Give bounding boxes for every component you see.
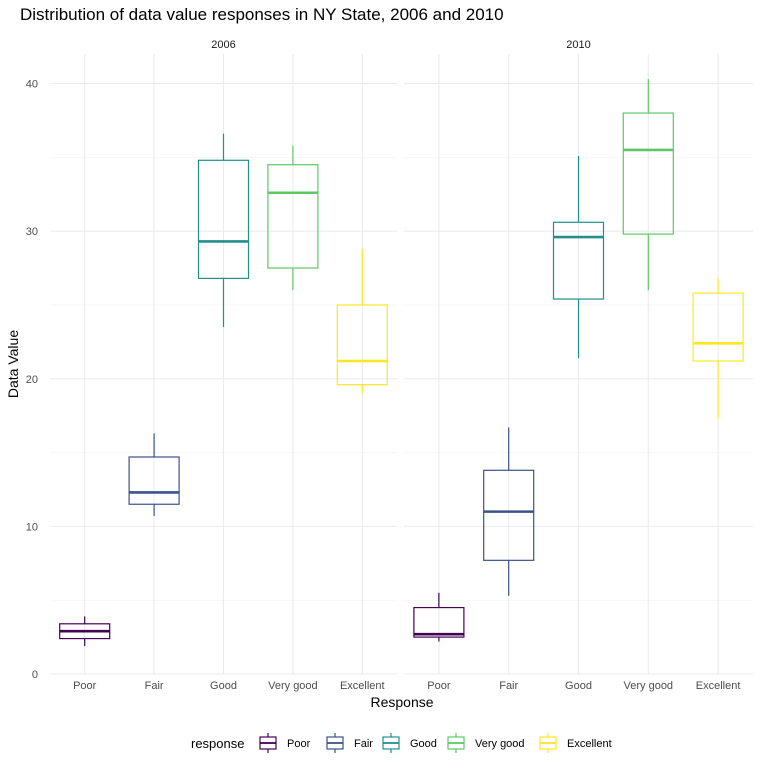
x-tick-label: Excellent <box>696 680 741 692</box>
y-axis-title: Data Value <box>5 330 21 398</box>
x-tick-label: Fair <box>499 680 518 692</box>
box-iqr <box>336 304 388 386</box>
legend-label: Poor <box>287 738 311 750</box>
y-tick-label: 30 <box>26 226 38 238</box>
legend-item-poor: Poor <box>259 733 311 753</box>
y-tick-label: 0 <box>32 669 38 681</box>
y-tick-label: 40 <box>26 79 38 91</box>
box-good <box>197 133 250 328</box>
box-excellent <box>336 248 388 394</box>
facet-label: 2006 <box>211 39 235 51</box>
facet-panel-2006: 2006 Poor Fair Good Very good Excellent 0 10 20 3… <box>26 39 397 692</box>
box-very-good <box>622 79 674 291</box>
box-iqr <box>483 469 535 561</box>
y-tick-label: 20 <box>26 374 38 386</box>
x-axis-title: Response <box>370 694 433 710</box>
legend-item-excellent: Excellent <box>539 733 612 753</box>
x-tick-label: Good <box>565 680 592 692</box>
box-poor <box>413 592 465 642</box>
legend-item-fair: Fair <box>326 733 373 753</box>
box-fair <box>483 427 535 596</box>
x-tick-label: Poor <box>427 680 451 692</box>
box-iqr <box>197 159 250 279</box>
facet-panels: 2006 Poor Fair Good Very good Excellent 0 10 20 3… <box>26 39 753 692</box>
chart-title: Distribution of data value responses in … <box>20 5 504 24</box>
box-iqr <box>128 456 180 505</box>
x-tick-label: Fair <box>145 680 164 692</box>
y-tick-label: 10 <box>26 521 38 533</box>
box-iqr <box>622 112 674 235</box>
box-iqr <box>413 606 465 638</box>
legend-item-very-good: Very good <box>447 733 525 753</box>
box-good <box>552 155 605 359</box>
box-iqr <box>552 221 605 300</box>
box-iqr <box>267 164 319 269</box>
x-tick-label: Good <box>210 680 237 692</box>
box-fair <box>128 433 180 517</box>
x-tick-label: Excellent <box>340 680 385 692</box>
legend: response Poor Fair Good Very good Excellent <box>191 733 612 753</box>
legend-title: response <box>191 736 244 751</box>
facet-label: 2010 <box>566 39 590 51</box>
box-poor <box>59 616 111 646</box>
legend-label: Excellent <box>567 738 612 750</box>
legend-item-good: Good <box>382 733 437 753</box>
facet-panel-2010: 2010 Poor Fair Good Very good Excellent <box>404 39 753 692</box>
x-tick-label: Very good <box>268 680 318 692</box>
box-very-good <box>267 145 319 291</box>
legend-label: Fair <box>354 738 373 750</box>
x-tick-label: Very good <box>624 680 674 692</box>
box-excellent <box>692 278 744 419</box>
x-tick-label: Poor <box>73 680 97 692</box>
legend-label: Good <box>410 738 437 750</box>
legend-label: Very good <box>475 738 525 750</box>
box-iqr <box>692 292 744 362</box>
